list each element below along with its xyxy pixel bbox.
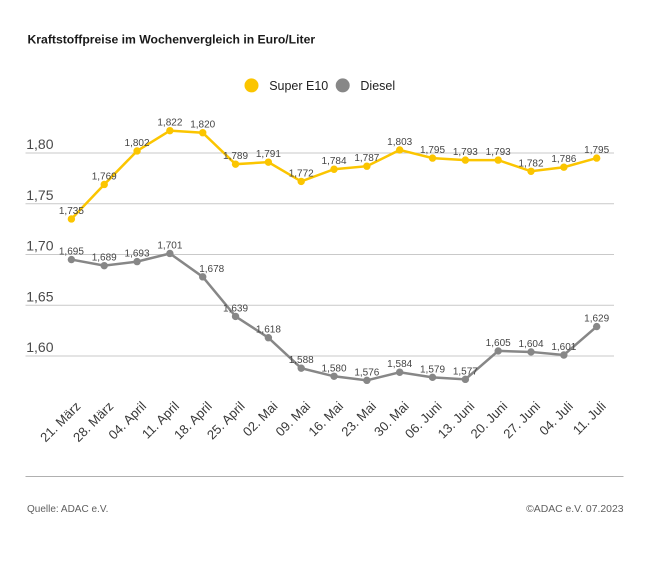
svg-text:1,601: 1,601	[551, 342, 576, 353]
svg-text:1,588: 1,588	[289, 355, 314, 366]
svg-text:1,584: 1,584	[387, 359, 412, 370]
svg-text:02. Mai: 02. Mai	[240, 398, 281, 439]
svg-text:1,580: 1,580	[322, 363, 347, 374]
svg-text:1,786: 1,786	[551, 154, 576, 165]
svg-text:1,629: 1,629	[584, 314, 609, 325]
svg-text:Quelle: ADAC e.V.: Quelle: ADAC e.V.	[27, 504, 108, 515]
svg-text:1,789: 1,789	[223, 151, 248, 162]
svg-text:1,70: 1,70	[26, 238, 53, 254]
svg-text:1,795: 1,795	[420, 145, 445, 156]
svg-text:1,820: 1,820	[190, 120, 215, 131]
svg-text:Diesel: Diesel	[360, 79, 395, 93]
svg-text:1,793: 1,793	[486, 147, 511, 158]
svg-text:1,579: 1,579	[420, 364, 445, 375]
svg-text:1,795: 1,795	[584, 145, 609, 156]
svg-text:1,803: 1,803	[387, 137, 412, 148]
svg-text:1,693: 1,693	[125, 249, 150, 260]
svg-text:27. Juni: 27. Juni	[500, 398, 543, 441]
svg-text:1,80: 1,80	[26, 136, 53, 152]
svg-text:1,793: 1,793	[453, 147, 478, 158]
svg-text:1,701: 1,701	[157, 240, 182, 251]
svg-text:1,695: 1,695	[59, 247, 84, 258]
svg-text:1,605: 1,605	[486, 338, 511, 349]
svg-text:1,787: 1,787	[354, 153, 379, 164]
svg-text:1,782: 1,782	[519, 158, 544, 169]
svg-text:1,689: 1,689	[92, 253, 117, 264]
svg-text:1,822: 1,822	[157, 118, 182, 129]
svg-text:1,618: 1,618	[256, 325, 281, 336]
svg-text:1,75: 1,75	[26, 187, 53, 203]
svg-text:09. Mai: 09. Mai	[273, 398, 314, 439]
svg-text:1,678: 1,678	[199, 264, 224, 275]
svg-text:1,639: 1,639	[223, 303, 248, 314]
svg-text:Kraftstoffpreise im Wochenverg: Kraftstoffpreise im Wochenvergleich in E…	[28, 33, 316, 47]
svg-text:1,784: 1,784	[322, 156, 347, 167]
svg-text:1,65: 1,65	[26, 288, 53, 304]
svg-text:1,577: 1,577	[453, 366, 478, 377]
svg-text:Super E10: Super E10	[269, 79, 328, 93]
svg-text:©ADAC e.V. 07.2023: ©ADAC e.V. 07.2023	[526, 504, 624, 515]
svg-text:1,772: 1,772	[289, 168, 314, 179]
svg-text:16. Mai: 16. Mai	[305, 398, 346, 439]
svg-text:1,791: 1,791	[256, 149, 281, 160]
svg-text:1,735: 1,735	[59, 206, 84, 217]
svg-text:1,604: 1,604	[519, 339, 544, 350]
svg-text:1,576: 1,576	[354, 367, 379, 378]
svg-text:04. Juli: 04. Juli	[536, 398, 576, 438]
svg-text:1,769: 1,769	[92, 171, 117, 182]
svg-text:1,60: 1,60	[26, 339, 53, 355]
svg-text:1,802: 1,802	[125, 138, 150, 149]
svg-text:23. Mai: 23. Mai	[338, 398, 379, 439]
svg-text:11. Juli: 11. Juli	[570, 398, 609, 437]
